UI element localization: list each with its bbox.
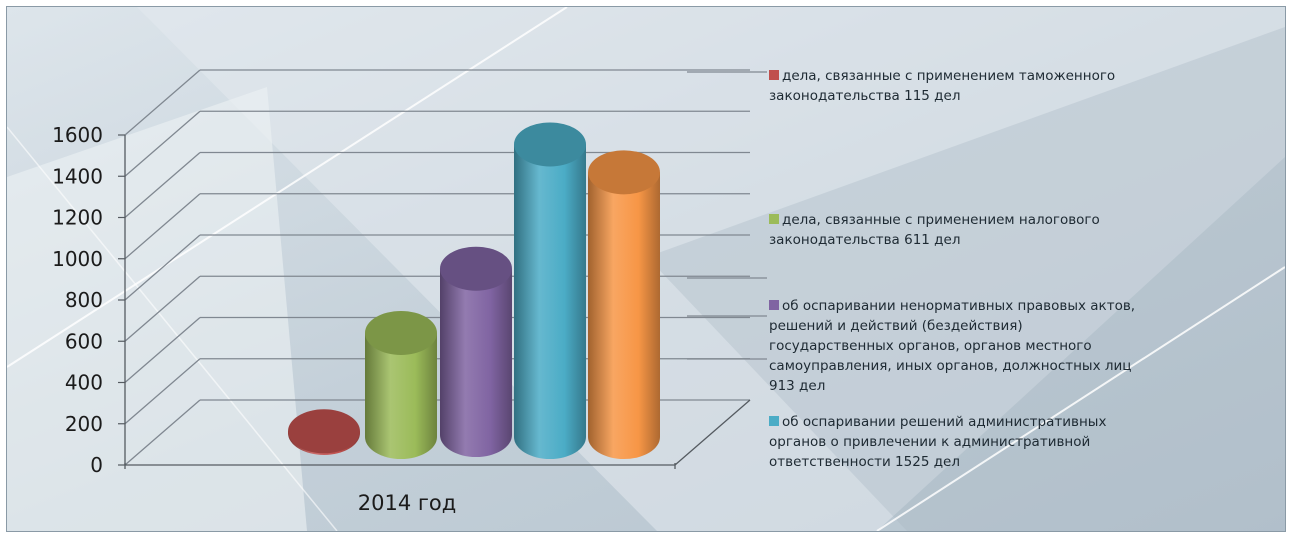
legend-line: об оспаривании ненормативных правовых ак…	[782, 298, 1136, 314]
bar-cylinder-0	[288, 409, 360, 455]
background-decoration	[7, 7, 1285, 531]
background-diagonal-line	[7, 7, 568, 368]
bar-cylinder-2	[440, 246, 512, 457]
y-tick-label: 1600	[52, 123, 103, 147]
chart-frame: 0 200 400 600 800 1000 1200 1400 1600 2014 год де…	[6, 6, 1286, 532]
gridline-depth	[124, 358, 201, 425]
legend-line: законодательства 611 дел	[769, 232, 961, 248]
legend-swatch	[769, 214, 779, 224]
legend-line: решений и действий (бездействия)	[769, 318, 1023, 334]
gridline-depth	[124, 69, 201, 136]
legend-line: 913 дел	[769, 378, 826, 394]
gridline-depth	[124, 193, 201, 260]
chart-canvas: 0 200 400 600 800 1000 1200 1400 1600 2014 год	[7, 7, 1285, 531]
background-diagonal-line	[876, 266, 1285, 531]
gridline-depth	[124, 399, 201, 466]
y-tick-label: 200	[65, 412, 103, 436]
chart-bars	[288, 122, 660, 459]
legend-line: ответственности 1525 дел	[769, 454, 960, 470]
bar-top	[588, 150, 660, 195]
background-statue-panel	[7, 87, 307, 531]
gridline-depth	[124, 317, 201, 383]
y-tick-label: 1200	[52, 206, 103, 230]
gridline-depth	[124, 152, 201, 218]
bar-body	[514, 144, 586, 459]
legend-line: дела, связанные с применением таможенног…	[782, 68, 1116, 84]
bar-body	[440, 268, 512, 457]
legend-swatch	[769, 70, 779, 80]
legend-line: органов о привлечении к административной	[769, 434, 1091, 450]
floor-edge	[674, 399, 751, 466]
gridline-depth	[124, 275, 201, 342]
legend-item-tax: дела, связанные с применением налогового…	[769, 210, 1189, 250]
y-tick-label: 1000	[52, 247, 103, 271]
y-tick-label: 1400	[52, 164, 103, 188]
legend-item-administrative: об оспаривании решений административных …	[769, 412, 1189, 472]
legend-line: законодательства 115 дел	[769, 88, 961, 104]
bar-cylinder-4	[588, 150, 660, 459]
y-tick-label: 0	[90, 453, 103, 477]
bar-top	[440, 246, 512, 291]
legend-swatch	[769, 416, 779, 426]
legend-item-nonnormative: об оспаривании ненормативных правовых ак…	[769, 296, 1189, 396]
chart-labels: 0 200 400 600 800 1000 1200 1400 1600 2014 год	[52, 123, 456, 515]
gridline-depth	[124, 110, 201, 177]
gridline-depth	[124, 234, 201, 301]
x-category-label: 2014 год	[358, 491, 457, 515]
bar-cylinder-3	[514, 122, 586, 459]
bar-top	[288, 409, 360, 454]
bar-top	[514, 122, 586, 167]
bar-body	[365, 332, 437, 459]
bar-top	[365, 310, 437, 355]
legend-line: самоуправления, иных органов, должностны…	[769, 358, 1132, 374]
bar-cylinder-1	[365, 310, 437, 459]
background-diagonal-line	[7, 126, 338, 531]
legend-item-customs: дела, связанные с применением таможенног…	[769, 66, 1189, 106]
bar-body	[588, 172, 660, 459]
background-gavel-panel	[647, 27, 1285, 531]
y-tick-label: 800	[65, 288, 103, 312]
legend-line: об оспаривании решений административных	[782, 414, 1107, 430]
background-building-panel	[137, 7, 1285, 531]
y-tick-label: 400	[65, 371, 103, 395]
legend-line: государственных органов, органов местног…	[769, 338, 1092, 354]
y-tick-label: 600	[65, 329, 103, 353]
legend-line: дела, связанные с применением налогового	[782, 212, 1100, 228]
legend-swatch	[769, 300, 779, 310]
